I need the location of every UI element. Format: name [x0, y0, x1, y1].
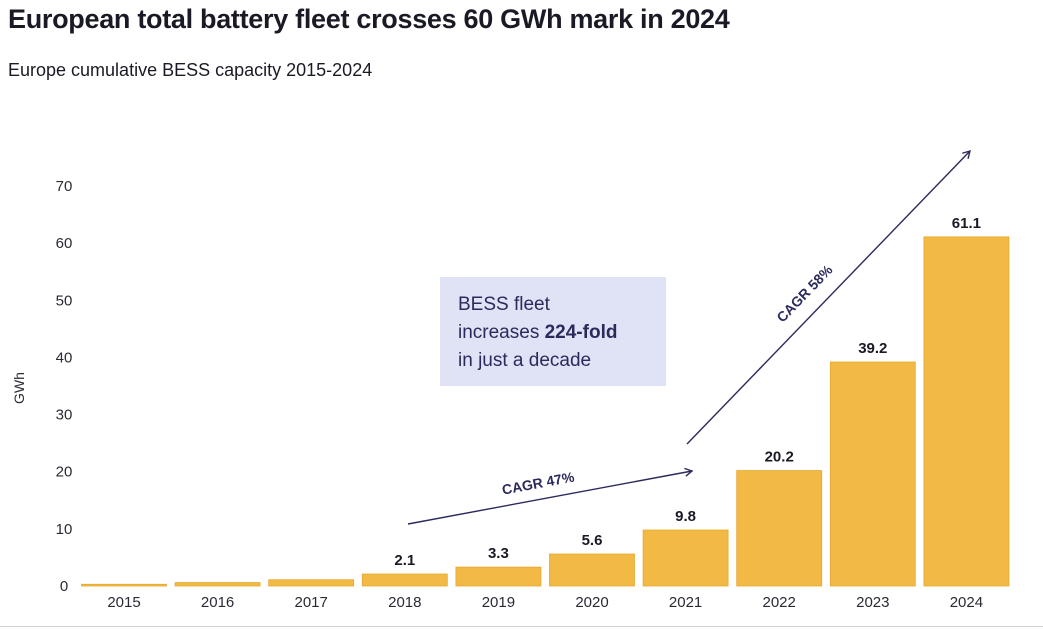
bar-2021: [642, 529, 729, 587]
callout-line-1: BESS fleet: [458, 294, 550, 315]
y-axis-title: GWh: [11, 372, 27, 404]
x-tick-label-2016: 2016: [201, 594, 234, 611]
x-tick-label-2020: 2020: [575, 594, 608, 611]
y-tick-label: 50: [56, 292, 73, 309]
bar-2018: [361, 573, 448, 587]
x-tick-label-2015: 2015: [107, 594, 140, 611]
x-tick-label-2021: 2021: [669, 594, 702, 611]
cagr-label-1: CAGR 47%: [501, 468, 576, 497]
bar-2015: [81, 583, 167, 587]
x-tick-label-2022: 2022: [763, 594, 796, 611]
y-tick-label: 10: [56, 521, 73, 538]
x-tick-label-2024: 2024: [950, 594, 983, 611]
data-label-2023: 39.2: [858, 340, 887, 357]
y-axis: 0 10 20 30 40 50 60 70: [56, 178, 73, 595]
y-tick-label: 0: [60, 578, 68, 595]
cagr-arrow-2: [686, 149, 971, 445]
callout-box: BESS fleet increases 224-fold in just a …: [440, 277, 666, 386]
bar-2016: [174, 582, 261, 587]
bar-2017: [268, 579, 355, 587]
y-tick-label: 60: [56, 235, 73, 252]
callout-line-3: in just a decade: [458, 350, 592, 371]
x-tick-label-2023: 2023: [856, 594, 889, 611]
y-tick-label: 20: [56, 464, 73, 481]
bar-2023: [829, 361, 916, 587]
chart-subtitle: Europe cumulative BESS capacity 2015-202…: [8, 60, 373, 80]
y-tick-label: 70: [56, 178, 73, 195]
data-label-2024: 61.1: [952, 215, 981, 232]
data-label-2019: 3.3: [488, 545, 509, 562]
bars: 2015 2016 2017 2.1 2018 3.3 2019 5.6 2020 9.8 2021…: [81, 215, 1010, 611]
callout-highlight: 224-fold: [544, 322, 618, 343]
data-label-2018: 2.1: [394, 552, 415, 569]
data-label-2020: 5.6: [582, 532, 603, 549]
x-tick-label-2018: 2018: [388, 594, 421, 611]
x-tick-label-2019: 2019: [482, 594, 515, 611]
bottom-divider: [0, 626, 1043, 627]
bar-2019: [455, 566, 542, 587]
bar-2022: [736, 470, 823, 587]
y-tick-label: 40: [56, 349, 73, 366]
bar-2024: [923, 236, 1010, 587]
data-label-2021: 9.8: [675, 508, 696, 525]
cagr-arrow-1: [407, 467, 694, 525]
y-tick-label: 30: [56, 407, 73, 424]
x-tick-label-2017: 2017: [295, 594, 328, 611]
bar-2020: [549, 553, 635, 587]
callout-line-2-prefix: increases: [458, 322, 545, 343]
data-label-2022: 20.2: [765, 449, 794, 466]
chart-title: European total battery fleet crosses 60 …: [8, 4, 730, 34]
callout-line-2: increases 224-fold: [458, 319, 648, 347]
cagr-label-2: CAGR 58%: [773, 261, 836, 325]
